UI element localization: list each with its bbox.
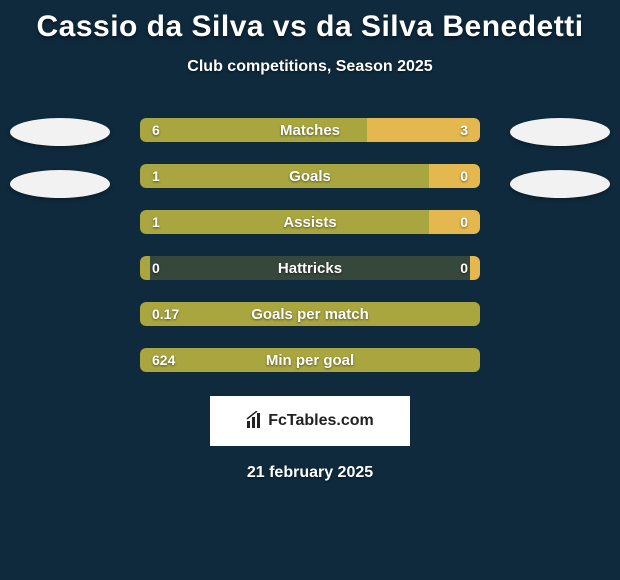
watermark: FcTables.com <box>210 396 410 446</box>
stat-label: Assists <box>140 210 480 234</box>
avatar <box>510 170 610 198</box>
stat-value-left: 0.17 <box>152 302 179 326</box>
right-player-avatars <box>510 118 610 222</box>
stat-label: Hattricks <box>140 256 480 280</box>
stat-row: Hattricks0 0 <box>140 256 480 280</box>
date-label: 21 february 2025 <box>247 464 373 482</box>
stat-value-left: 0 <box>152 256 160 280</box>
stat-row: Matches6 3 <box>140 118 480 142</box>
watermark-text: FcTables.com <box>268 412 374 430</box>
page-subtitle: Club competitions, Season 2025 <box>187 58 432 76</box>
stat-label: Goals <box>140 164 480 188</box>
stat-row: Assists1 0 <box>140 210 480 234</box>
avatar <box>10 170 110 198</box>
stat-value-left: 624 <box>152 348 175 372</box>
stat-value-left: 1 <box>152 210 160 234</box>
stat-value-right: 0 <box>460 256 468 280</box>
stat-row: Goals1 0 <box>140 164 480 188</box>
avatar <box>510 118 610 146</box>
stat-value-right: 0 <box>460 210 468 234</box>
left-player-avatars <box>10 118 110 222</box>
comparison-chart: Matches63Goals10Assists10Hattricks00Goal… <box>0 118 620 372</box>
stat-value-right: 0 <box>460 164 468 188</box>
bar-chart-icon <box>246 411 264 432</box>
stat-label: Matches <box>140 118 480 142</box>
stat-value-right: 3 <box>460 118 468 142</box>
stat-value-left: 6 <box>152 118 160 142</box>
stat-value-left: 1 <box>152 164 160 188</box>
page-title: Cassio da Silva vs da Silva Benedetti <box>36 10 583 44</box>
stat-label: Min per goal <box>140 348 480 372</box>
stat-row: Min per goal624 <box>140 348 480 372</box>
stat-row: Goals per match0.17 <box>140 302 480 326</box>
stat-label: Goals per match <box>140 302 480 326</box>
avatar <box>10 118 110 146</box>
